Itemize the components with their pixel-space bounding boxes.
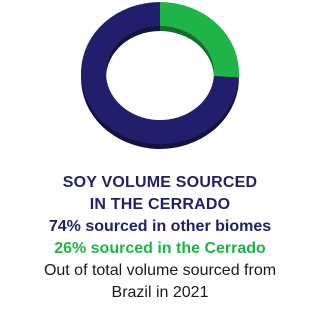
donut-chart-svg — [81, 2, 240, 149]
chart-note-line-1: Out of total volume sourced from — [43, 262, 277, 279]
chart-caption: SOY VOLUME SOURCED IN THE CERRADO 74% so… — [0, 172, 320, 304]
chart-title-line-2: IN THE CERRADO — [89, 196, 231, 213]
donut-slice-cerrado — [160, 2, 240, 78]
chart-note-line-2: Brazil in 2021 — [111, 284, 209, 301]
legend-other-biomes: 74% sourced in other biomes — [48, 218, 272, 235]
donut-chart — [0, 0, 320, 160]
legend-cerrado: 26% sourced in the Cerrado — [54, 240, 266, 257]
donut-slice-other-biomes — [81, 2, 239, 144]
chart-title-line-1: SOY VOLUME SOURCED — [62, 174, 258, 191]
